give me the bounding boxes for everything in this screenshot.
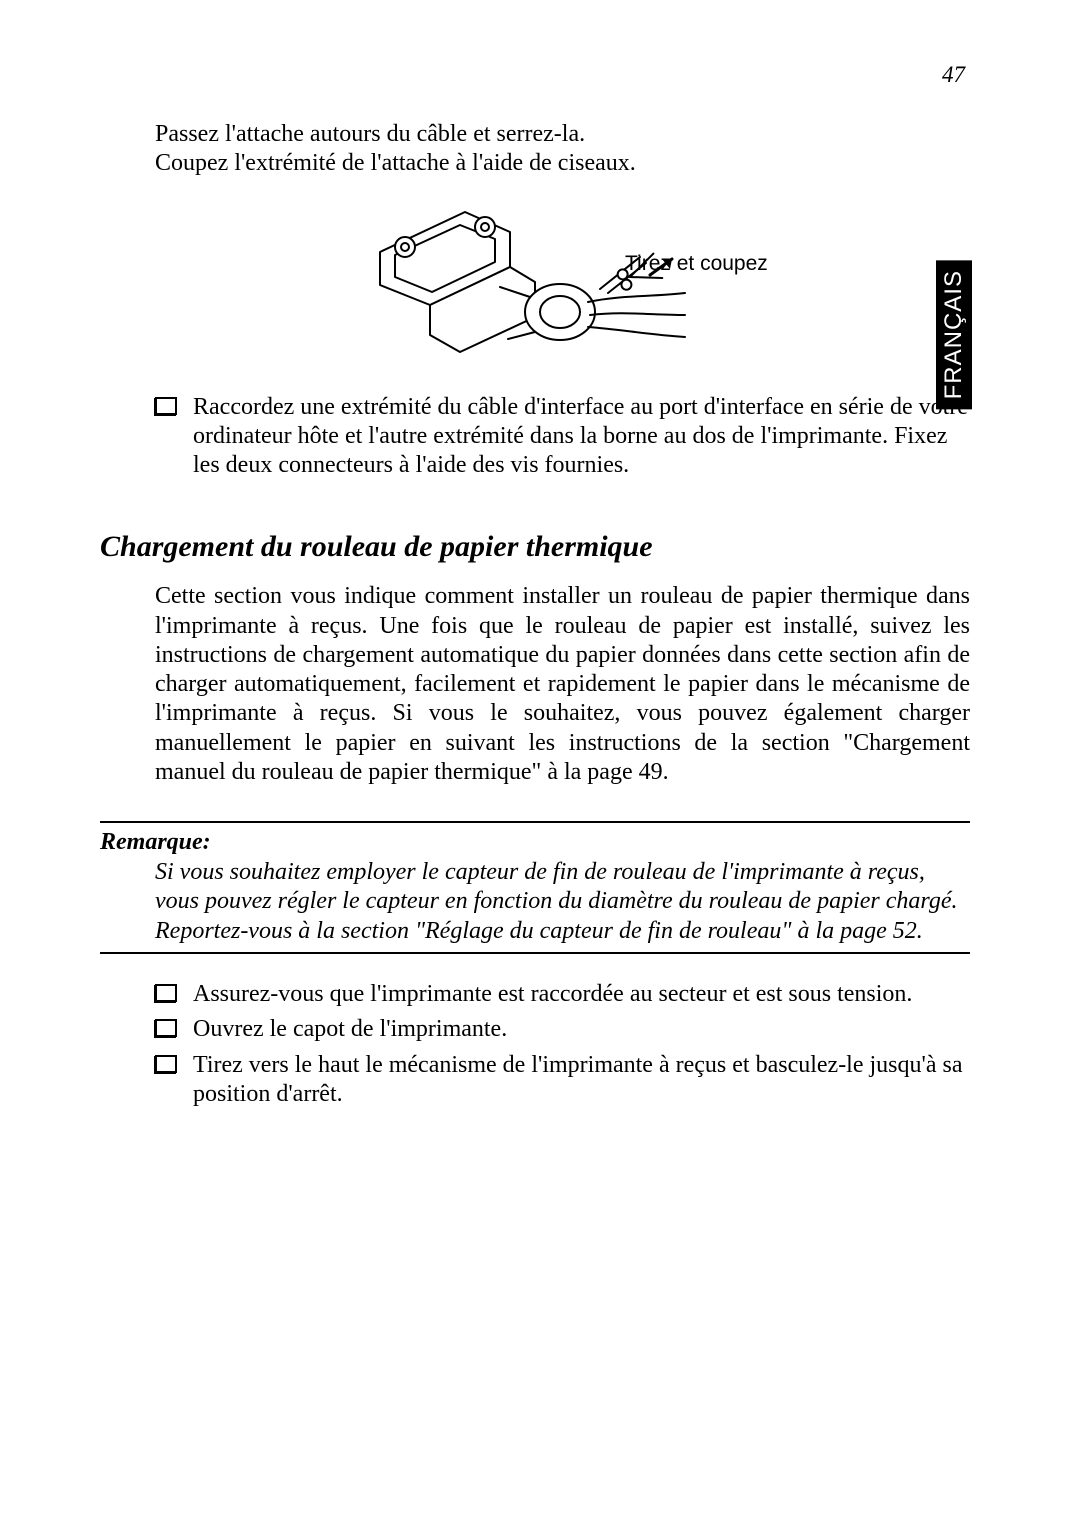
intro-line-1: Passez l'attache autours du câble et ser… xyxy=(155,120,970,149)
checkbox-icon xyxy=(155,984,177,1002)
connector-illustration-icon xyxy=(350,197,720,377)
remarque-label: Remarque: xyxy=(100,829,970,856)
list-item: Tirez vers le haut le mécanisme de l'imp… xyxy=(155,1051,970,1110)
intro-text: Passez l'attache autours du câble et ser… xyxy=(155,120,970,179)
checklist-connect: Raccordez une extrémité du câble d'inter… xyxy=(155,393,970,481)
figure-caption: Tirez et coupez xyxy=(625,252,768,276)
checkbox-icon xyxy=(155,397,177,415)
checkbox-icon xyxy=(155,1055,177,1073)
divider-top xyxy=(100,821,970,823)
list-item: Ouvrez le capot de l'imprimante. xyxy=(155,1015,970,1044)
checklist-steps: Assurez-vous que l'imprimante est raccor… xyxy=(155,980,970,1109)
list-item-text: Assurez-vous que l'imprimante est raccor… xyxy=(193,980,970,1009)
checkbox-icon xyxy=(155,1019,177,1037)
divider-bottom xyxy=(100,952,970,954)
intro-line-2: Coupez l'extrémité de l'attache à l'aide… xyxy=(155,149,970,178)
cable-connector-figure: Tirez et coupez xyxy=(100,197,970,377)
section-heading: Chargement du rouleau de papier thermiqu… xyxy=(100,530,970,564)
list-item-text: Ouvrez le capot de l'imprimante. xyxy=(193,1015,970,1044)
section-body: Cette section vous indique comment insta… xyxy=(155,582,970,787)
list-item-text: Raccordez une extrémité du câble d'inter… xyxy=(193,393,970,481)
list-item: Raccordez une extrémité du câble d'inter… xyxy=(155,393,970,481)
remarque-block: Remarque: Si vous souhaitez employer le … xyxy=(100,821,970,954)
remarque-body: Si vous souhaitez employer le capteur de… xyxy=(155,858,970,946)
page-number: 47 xyxy=(942,62,965,88)
list-item: Assurez-vous que l'imprimante est raccor… xyxy=(155,980,970,1009)
document-page: 47 FRANÇAIS Passez l'attache autours du … xyxy=(0,0,1080,1529)
list-item-text: Tirez vers le haut le mécanisme de l'imp… xyxy=(193,1051,970,1110)
